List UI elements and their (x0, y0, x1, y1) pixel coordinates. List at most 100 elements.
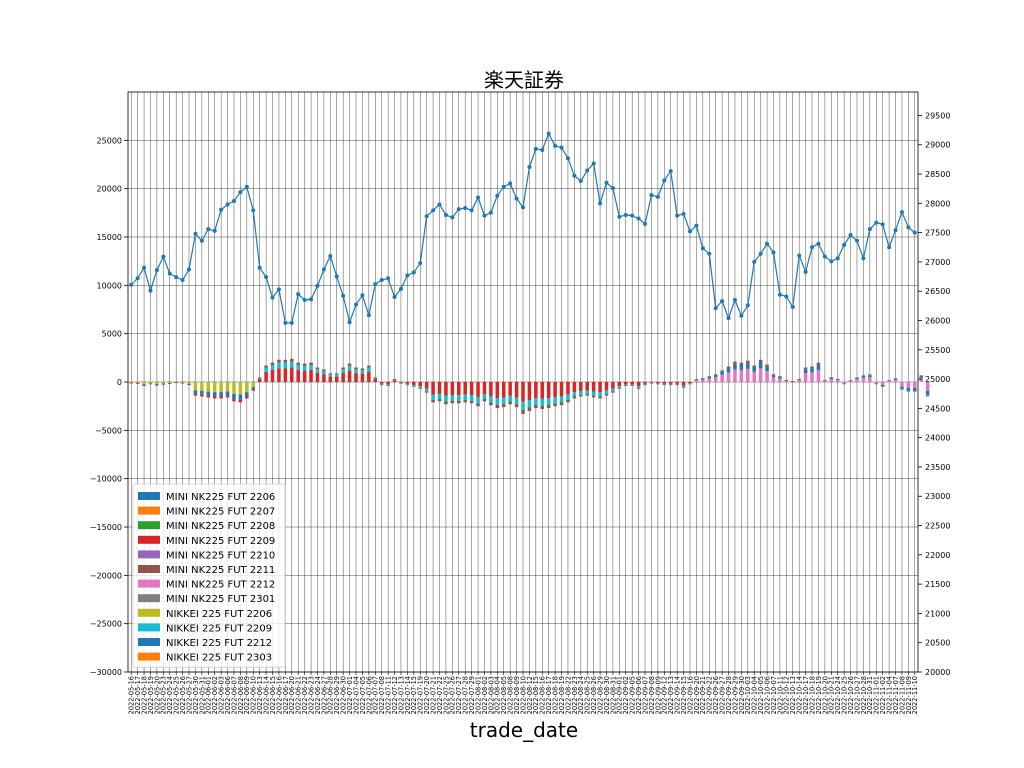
position-bar-segment (701, 379, 705, 382)
position-bar-segment (270, 370, 275, 382)
x-tick-label: 2022-06-15 (269, 676, 277, 714)
x-tick-label: 2022-09-15 (680, 676, 688, 714)
price-point (334, 274, 339, 279)
y2-tick-label: 20000 (925, 668, 950, 677)
y2-tick-label: 20500 (925, 639, 950, 648)
price-point (822, 254, 827, 259)
x-tick-label: 2022-08-17 (545, 676, 553, 714)
position-bar-segment (713, 377, 718, 382)
position-bar-segment (354, 373, 358, 382)
position-bar-segment (135, 382, 140, 383)
position-bar-segment (412, 382, 416, 385)
position-bar-segment (893, 378, 898, 379)
x-tick-label: 2022-06-23 (307, 676, 315, 714)
price-point (469, 208, 474, 213)
position-bar-segment (778, 376, 782, 379)
x-tick-label: 2022-10-27 (853, 676, 861, 714)
position-bar-segment (328, 376, 333, 382)
price-point (816, 241, 821, 246)
position-bar-segment (566, 399, 570, 403)
x-tick-label: 2022-08-02 (481, 676, 489, 714)
x-tick-label: 2022-09-29 (731, 676, 739, 714)
position-bar-segment (270, 362, 275, 365)
position-bar-segment (514, 404, 519, 408)
price-point (443, 213, 448, 218)
x-tick-label: 2022-06-08 (237, 676, 245, 714)
position-bar-segment (373, 377, 378, 380)
position-bar-segment (463, 382, 467, 395)
position-bar-segment (193, 393, 198, 396)
position-bar-segment (379, 382, 384, 384)
position-bar-segment (347, 363, 352, 366)
position-bar-segment (206, 395, 211, 398)
position-bar-segment (444, 382, 448, 396)
position-bar-segment (238, 382, 243, 395)
position-bar-segment (187, 382, 191, 384)
position-bar-segment (495, 404, 500, 409)
x-tick-label: 2022-07-26 (449, 676, 457, 714)
position-bar-segment (482, 399, 487, 402)
price-point (687, 229, 692, 234)
price-point (187, 267, 192, 272)
position-bar-segment (418, 386, 423, 388)
position-bar-segment (656, 383, 660, 384)
position-bar-segment (245, 396, 249, 399)
position-bar-segment (148, 383, 153, 384)
x-tick-label: 2022-08-01 (474, 676, 482, 714)
x-tick-label: 2022-06-01 (205, 676, 213, 714)
position-bar-segment (290, 361, 294, 368)
x-tick-label: 2022-05-17 (134, 676, 142, 714)
position-bar-segment (887, 380, 891, 382)
position-bar-segment (797, 380, 801, 382)
x-tick-label: 2022-09-01 (616, 676, 624, 714)
position-bar-segment (148, 382, 153, 384)
price-point (142, 265, 147, 270)
position-bar-segment (572, 396, 577, 399)
price-point (328, 254, 333, 259)
legend-label: MINI NK225 FUT 2211 (166, 565, 275, 576)
position-bar-segment (367, 365, 371, 368)
price-point (373, 282, 378, 287)
price-point (309, 297, 314, 302)
position-bar-segment (219, 382, 223, 393)
position-bar-segment (514, 397, 519, 405)
position-bar-segment (553, 403, 557, 407)
x-tick-label: 2022-07-05 (359, 676, 367, 714)
position-bar-segment (579, 394, 583, 397)
x-tick-label: 2022-05-16 (128, 676, 136, 714)
position-bar-segment (521, 382, 525, 402)
position-bar-segment (521, 401, 525, 411)
position-bar-segment (675, 382, 679, 384)
position-bar-segment (617, 387, 622, 389)
position-bar-segment (733, 369, 737, 382)
position-bar-segment (444, 401, 448, 405)
position-bar-segment (245, 392, 249, 397)
y-tick-label: −10000 (90, 475, 122, 484)
position-bar-segment (880, 386, 885, 387)
position-bar-segment (598, 396, 602, 399)
x-tick-label: 2022-08-26 (590, 676, 598, 714)
position-bar-segment (431, 382, 435, 395)
position-bar-segment (142, 382, 146, 385)
y-axis-left: −30000 −25000 −20000 −15000 −10000 −5000 0 5000… (90, 136, 128, 677)
x-tick-label: 2022-05-30 (192, 676, 200, 714)
x-tick-label: 2022-10-13 (789, 676, 797, 714)
position-bar-segment (392, 379, 397, 380)
position-bar-segment (829, 377, 834, 378)
position-bar-segment (412, 384, 416, 387)
position-bar-segment (315, 373, 320, 382)
position-bar-segment (900, 388, 904, 390)
x-tick-label: 2022-07-01 (346, 676, 354, 714)
price-point (283, 320, 288, 325)
price-point (354, 302, 359, 307)
position-bar-segment (566, 394, 570, 400)
legend-label: MINI NK225 FUT 2208 (166, 521, 275, 532)
position-bar-segment (925, 390, 930, 395)
position-bar-segment (277, 362, 281, 369)
price-point (636, 216, 641, 221)
position-bar-segment (264, 365, 268, 368)
position-bar-segment (457, 382, 461, 396)
position-bar-segment (778, 378, 782, 382)
position-bar-segment (476, 403, 480, 407)
price-point (861, 256, 866, 261)
